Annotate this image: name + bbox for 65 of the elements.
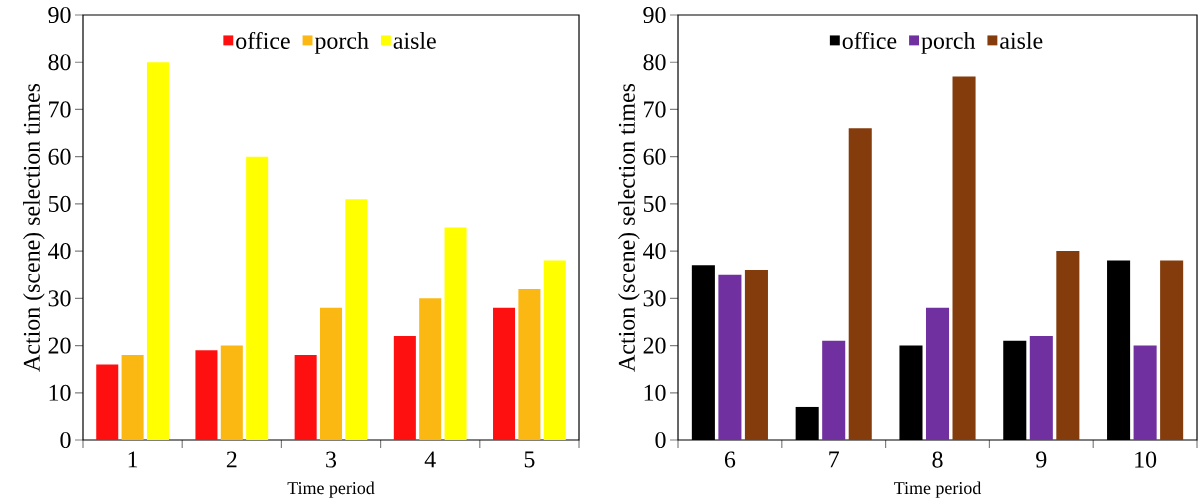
bar	[952, 76, 976, 440]
x-tick-label: 2	[226, 451, 237, 468]
y-tick-label: 0	[655, 431, 666, 449]
y-tick-label: 70	[644, 101, 666, 118]
y-tick-label: 10	[49, 384, 71, 401]
y-tick-label: 0	[60, 431, 71, 449]
x-tick-label: 4	[424, 451, 436, 468]
x-tick-label: 1	[128, 451, 138, 468]
y-axis-title: Action (scene) selection times	[23, 83, 45, 372]
y-tick-label: 50	[643, 195, 666, 212]
x-tick-label: 8	[932, 451, 943, 468]
legend-label: office	[842, 31, 897, 50]
legend-label: porch	[314, 32, 369, 54]
y-tick-label: 20	[643, 337, 666, 354]
y-tick-label: 60	[643, 148, 666, 165]
y-tick-label: 80	[48, 54, 71, 71]
bar	[1029, 336, 1053, 440]
bar	[925, 307, 950, 440]
y-tick-label: 50	[48, 195, 71, 212]
bar	[96, 364, 119, 440]
bar	[294, 355, 317, 440]
bar	[319, 307, 343, 440]
y-tick-label: 90	[48, 6, 71, 24]
x-tick-label: 9	[1036, 451, 1047, 468]
bar	[195, 350, 218, 440]
bar	[121, 355, 144, 440]
bar	[393, 336, 416, 440]
y-tick-label: 30	[48, 290, 71, 307]
bar	[848, 128, 872, 440]
legend-label: porch	[921, 32, 976, 54]
y-axis-title: Action (scene) selection times	[618, 83, 640, 372]
bar	[543, 260, 566, 440]
bar	[1160, 260, 1184, 440]
bar	[1056, 251, 1080, 440]
x-tick-label: 7	[829, 451, 839, 468]
x-tick-label: 6	[724, 451, 736, 468]
bar	[518, 288, 541, 440]
bar	[419, 298, 442, 440]
bar	[246, 156, 269, 440]
bar	[493, 307, 516, 440]
y-tick-label: 10	[644, 384, 666, 401]
legend-label: aisle	[393, 32, 436, 49]
y-tick-label: 60	[48, 148, 71, 165]
bar	[444, 227, 467, 440]
bar	[718, 274, 742, 440]
y-tick-label: 30	[643, 290, 666, 307]
y-tick-label: 80	[643, 54, 666, 71]
legend-label: office	[236, 31, 290, 50]
bar	[822, 340, 846, 440]
y-tick-label: 70	[49, 101, 71, 118]
legend-label: aisle	[1000, 32, 1043, 49]
bar	[744, 270, 768, 440]
x-axis-title: Time period	[894, 481, 982, 498]
x-tick-label: 3	[326, 451, 337, 468]
y-tick-label: 40	[643, 243, 666, 260]
x-tick-label: 10	[1135, 451, 1157, 468]
y-tick-label: 40	[48, 243, 71, 260]
bar	[146, 62, 169, 440]
x-axis-title: Time period	[287, 481, 375, 498]
y-tick-label: 90	[643, 6, 666, 24]
bar	[1133, 345, 1157, 440]
x-tick-label: 5	[524, 451, 535, 468]
bar	[345, 199, 368, 440]
y-tick-label: 20	[48, 337, 71, 354]
bar	[220, 345, 243, 440]
